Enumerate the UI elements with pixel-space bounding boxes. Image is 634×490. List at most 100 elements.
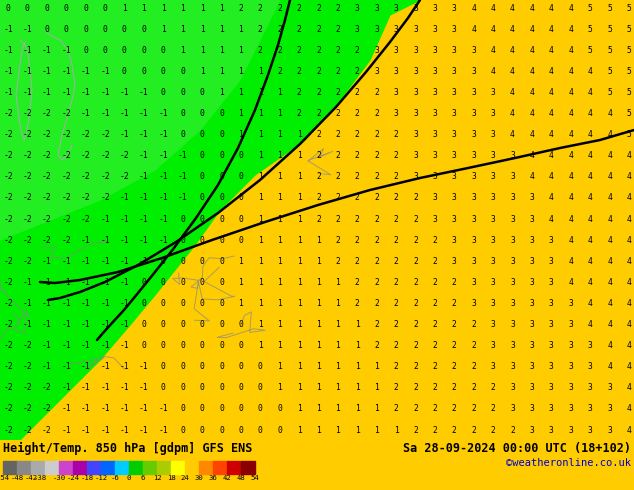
Text: 0: 0 <box>161 46 165 55</box>
Bar <box>59 461 73 474</box>
Text: 2: 2 <box>413 320 418 329</box>
Text: 0: 0 <box>127 475 131 481</box>
Text: 1: 1 <box>297 215 302 223</box>
Bar <box>241 461 255 474</box>
Text: 1: 1 <box>297 299 302 308</box>
Text: 2: 2 <box>316 46 321 55</box>
Text: 0: 0 <box>200 194 205 202</box>
Text: 3: 3 <box>510 320 515 329</box>
Text: 4: 4 <box>529 109 534 118</box>
Text: 2: 2 <box>432 404 437 414</box>
Text: 4: 4 <box>588 257 593 266</box>
Text: 2: 2 <box>471 383 476 392</box>
Text: 2: 2 <box>374 299 379 308</box>
Text: -2: -2 <box>3 236 13 245</box>
Text: 4: 4 <box>607 172 612 181</box>
Text: -2: -2 <box>42 383 52 392</box>
Text: 2: 2 <box>491 383 496 392</box>
Text: 3: 3 <box>452 67 456 76</box>
Text: 1: 1 <box>297 278 302 287</box>
Text: 4: 4 <box>626 278 631 287</box>
Text: -1: -1 <box>120 383 129 392</box>
Text: 0: 0 <box>141 299 146 308</box>
Text: -1: -1 <box>81 88 91 97</box>
Text: 4: 4 <box>626 151 631 160</box>
Text: -2: -2 <box>3 299 13 308</box>
Text: -2: -2 <box>120 172 129 181</box>
Text: 4: 4 <box>626 257 631 266</box>
Text: -1: -1 <box>61 404 71 414</box>
Text: -1: -1 <box>120 404 129 414</box>
Text: 1: 1 <box>238 257 243 266</box>
Text: -1: -1 <box>81 362 91 371</box>
Text: 4: 4 <box>510 88 515 97</box>
Text: 4: 4 <box>568 151 573 160</box>
Text: 3: 3 <box>491 109 496 118</box>
Text: 3: 3 <box>568 341 573 350</box>
Text: 0: 0 <box>141 278 146 287</box>
Text: 3: 3 <box>588 404 593 414</box>
Text: 3: 3 <box>452 46 456 55</box>
Text: 1: 1 <box>258 88 262 97</box>
Text: -1: -1 <box>42 46 52 55</box>
Text: 0: 0 <box>238 383 243 392</box>
Text: 0: 0 <box>161 299 165 308</box>
Bar <box>115 461 129 474</box>
Text: 0: 0 <box>161 320 165 329</box>
Text: -1: -1 <box>100 404 110 414</box>
Text: 3: 3 <box>607 383 612 392</box>
Text: -24: -24 <box>67 475 79 481</box>
Text: 3: 3 <box>549 278 554 287</box>
Text: 0: 0 <box>141 46 146 55</box>
Text: 4: 4 <box>568 109 573 118</box>
Text: -2: -2 <box>61 109 71 118</box>
Text: -38: -38 <box>34 475 47 481</box>
Text: 1: 1 <box>258 278 262 287</box>
Text: 3: 3 <box>549 236 554 245</box>
Text: 2: 2 <box>413 341 418 350</box>
Text: 3: 3 <box>529 404 534 414</box>
Text: 1: 1 <box>238 299 243 308</box>
Text: 0: 0 <box>219 172 224 181</box>
Text: 4: 4 <box>568 46 573 55</box>
Text: 1: 1 <box>200 46 205 55</box>
Text: 3: 3 <box>529 341 534 350</box>
Text: 3: 3 <box>432 130 437 139</box>
Text: -1: -1 <box>158 172 168 181</box>
Text: 1: 1 <box>335 299 340 308</box>
Text: 2: 2 <box>297 109 302 118</box>
Text: 2: 2 <box>452 299 456 308</box>
Text: 1: 1 <box>258 151 262 160</box>
Text: 4: 4 <box>471 3 476 13</box>
Text: -2: -2 <box>23 383 32 392</box>
Text: 1: 1 <box>316 299 321 308</box>
Text: -1: -1 <box>158 109 168 118</box>
Text: 4: 4 <box>626 236 631 245</box>
Text: 2: 2 <box>238 3 243 13</box>
Text: 3: 3 <box>491 278 496 287</box>
Text: 2: 2 <box>471 425 476 435</box>
Text: 2: 2 <box>413 404 418 414</box>
Text: -2: -2 <box>23 109 32 118</box>
Text: 1: 1 <box>161 3 165 13</box>
Text: 1: 1 <box>122 3 127 13</box>
Text: 3: 3 <box>491 151 496 160</box>
Text: 0: 0 <box>180 67 185 76</box>
Text: 0: 0 <box>122 67 127 76</box>
Text: 0: 0 <box>180 109 185 118</box>
Text: -2: -2 <box>23 151 32 160</box>
Text: 1: 1 <box>219 88 224 97</box>
Text: 3: 3 <box>374 46 379 55</box>
Text: 0: 0 <box>83 46 88 55</box>
Text: 0: 0 <box>161 341 165 350</box>
Text: -1: -1 <box>139 425 149 435</box>
Text: 0: 0 <box>200 88 205 97</box>
Text: 3: 3 <box>413 67 418 76</box>
Text: -1: -1 <box>81 425 91 435</box>
Text: 3: 3 <box>432 67 437 76</box>
Text: -1: -1 <box>158 425 168 435</box>
Text: 4: 4 <box>568 194 573 202</box>
Text: 2: 2 <box>297 67 302 76</box>
Text: 4: 4 <box>549 3 554 13</box>
Text: 0: 0 <box>141 320 146 329</box>
